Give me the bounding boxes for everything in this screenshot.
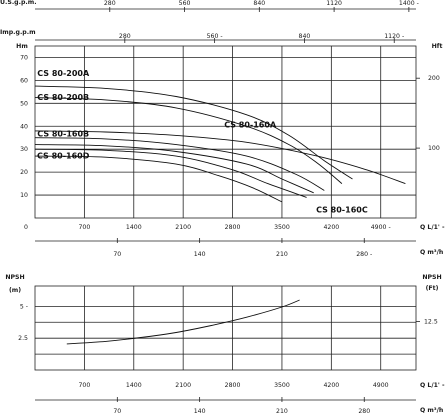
- main-ytick-hm: 30: [20, 146, 28, 153]
- npsh-xtick-m3h: 140: [194, 408, 206, 415]
- npsh-xtick-lmin: 1400: [126, 382, 142, 389]
- main-xtick-lmin: 2800: [225, 224, 241, 231]
- curve-label-cs-80-160c: CS 80-160C: [316, 205, 368, 214]
- usgpm-unit-label: U.S.g.p.m.: [0, 0, 37, 6]
- npsh-xtick-m3h: 210: [276, 408, 288, 415]
- usgpm-tick-label: 1400 -: [399, 0, 419, 7]
- main-ytick-hm: 20: [20, 169, 28, 176]
- main-ytick-hft: 200: [428, 75, 440, 82]
- npsh-xtick-lmin: 2800: [225, 382, 241, 389]
- pump-curve-cs-80-160a: [34, 130, 406, 185]
- main-right-unit: Hft: [432, 43, 443, 50]
- main-xtick-m3h: 140: [194, 251, 206, 258]
- curve-label-cs-80-200a: CS 80-200A: [37, 69, 90, 78]
- main-left-unit: Hm: [16, 43, 28, 50]
- usgpm-tick-label: 840: [253, 0, 265, 7]
- curve-label-cs-80-200b: CS 80-200B: [37, 93, 89, 102]
- impgpm-tick-label: 840: [299, 33, 311, 40]
- curve-label-cs-80-160d: CS 80-160D: [37, 151, 90, 160]
- main-plot-frame: [34, 45, 417, 219]
- npsh-bottom-unit-lmin: Q L/1' -: [420, 382, 445, 389]
- main-xtick-lmin: 1400: [126, 224, 142, 231]
- npsh-ytick-m: 2.5: [18, 335, 28, 342]
- main-xtick-lmin: 2100: [175, 224, 191, 231]
- main-xtick-lmin: 4900 -: [371, 224, 391, 231]
- main-xtick-lmin: 3500: [274, 224, 290, 231]
- main-bottom-unit-m3h: Q m³/h: [420, 249, 443, 256]
- pump-curve-cs-80-160c: [34, 148, 307, 198]
- main-ytick-hm: 10: [20, 192, 28, 199]
- impgpm-tick-label: 1120 -: [384, 33, 404, 40]
- main-ytick-hft: 100: [428, 145, 440, 152]
- pump-curve-unlabeled-4: [34, 144, 314, 194]
- main-xtick-m3h: 70: [113, 251, 121, 258]
- usgpm-tick-label: 560: [179, 0, 191, 7]
- usgpm-tick-label: 1120: [326, 0, 342, 7]
- npsh-xtick-m3h: 70: [113, 408, 121, 415]
- pump-curve-cs-80-160b: [34, 137, 325, 191]
- impgpm-tick-label: 280: [119, 33, 131, 40]
- main-xtick-lmin: 700: [78, 224, 90, 231]
- main-ytick-hm: 50: [20, 100, 28, 107]
- usgpm-tick-label: 280: [104, 0, 116, 7]
- main-ytick-hm: 40: [20, 123, 28, 130]
- npsh-ytick-ft: 12.5: [424, 319, 438, 326]
- npsh-bottom-unit-m3h: Q m³/h: [420, 407, 443, 414]
- npsh-xtick-m3h: 280: [358, 408, 370, 415]
- curves-layer: [34, 85, 406, 345]
- npsh-left-unit: NPSH: [5, 274, 24, 281]
- main-xtick-lmin: 4200: [323, 224, 339, 231]
- pump-curve-cs-80-200a: [34, 85, 353, 180]
- curve-label-cs-80-160a: CS 80-160A: [224, 120, 277, 129]
- npsh-xtick-lmin: 2100: [175, 382, 191, 389]
- npsh-curve: [66, 299, 300, 345]
- npsh-left-unit-sub: (m): [9, 287, 21, 294]
- main-ytick-hm: 70: [20, 54, 28, 61]
- main-ytick-hm: 60: [20, 77, 28, 84]
- npsh-plot-frame: [34, 285, 417, 371]
- impgpm-tick-label: 560 -: [207, 33, 223, 40]
- pump-curve-cs-80-200b: [34, 97, 343, 184]
- main-bottom-unit-lmin: Q L/1' -: [420, 224, 445, 231]
- npsh-xtick-lmin: 3500: [274, 382, 290, 389]
- npsh-xtick-lmin: 4200: [323, 382, 339, 389]
- pump-curve-cs-80-160d: [34, 155, 283, 203]
- impgpm-unit-label: Imp.g.p.m: [0, 29, 36, 36]
- npsh-xtick-lmin: 4900: [373, 382, 389, 389]
- npsh-ytick-m: 5 -: [20, 303, 28, 310]
- main-xtick-m3h: 280 -: [356, 251, 372, 258]
- npsh-xtick-lmin: 700: [78, 382, 90, 389]
- npsh-right-unit-sub: (Ft): [426, 285, 439, 292]
- npsh-right-unit: NPSH: [422, 274, 441, 281]
- curve-label-cs-80-160b: CS 80-160B: [37, 130, 89, 139]
- grid-layer: [34, 7, 420, 402]
- main-xtick-m3h: 210: [276, 251, 288, 258]
- main-xtick-lmin: 0: [24, 224, 28, 231]
